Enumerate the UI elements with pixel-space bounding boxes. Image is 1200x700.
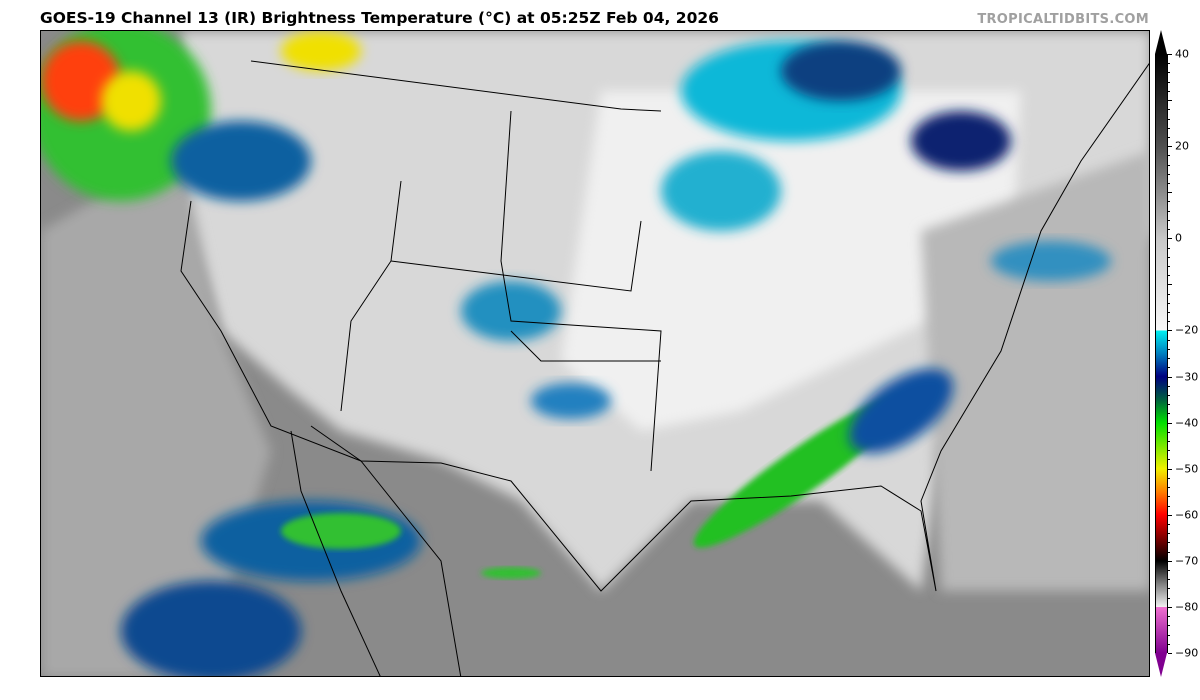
colorbar-tick-label: −90 <box>1175 646 1199 660</box>
colorbar-tick <box>1168 90 1170 92</box>
colorbar-tick <box>1168 219 1170 221</box>
colorbar-tick-label: −70 <box>1175 554 1199 568</box>
colorbar-tick <box>1168 127 1170 129</box>
colorbar-tick <box>1168 441 1170 443</box>
colorbar-tick <box>1168 229 1170 231</box>
colorbar-tick <box>1168 431 1170 433</box>
credit-watermark: TROPICALTIDBITS.COM <box>977 12 1149 27</box>
colorbar <box>1155 54 1168 653</box>
colorbar-tick-label: −40 <box>1175 416 1199 430</box>
colorbar-tick <box>1168 459 1170 461</box>
colorbar-tick-label: −60 <box>1175 508 1199 522</box>
colorbar-tick <box>1168 275 1170 277</box>
colorbar-tick <box>1168 63 1170 65</box>
colorbar-tick <box>1168 616 1170 618</box>
colorbar-tick-label: −20 <box>1175 323 1199 337</box>
colorbar-tick <box>1168 588 1170 590</box>
colorbar-tick <box>1168 109 1170 111</box>
colorbar-tick <box>1168 367 1170 369</box>
colorbar-tick <box>1168 100 1172 102</box>
colorbar-tick <box>1168 146 1172 148</box>
colorbar-tick <box>1168 210 1170 212</box>
colorbar-tick <box>1168 348 1170 350</box>
colorbar-tick <box>1168 404 1170 406</box>
colorbar-tick <box>1168 653 1172 654</box>
colorbar-tick <box>1168 164 1170 166</box>
colorbar-tick <box>1168 54 1172 55</box>
colorbar-max-extend <box>1155 30 1167 54</box>
colorbar-tick-label: −80 <box>1175 600 1199 614</box>
borders-and-coastlines <box>180 60 1149 676</box>
colorbar-tick <box>1168 505 1170 507</box>
colorbar-tick <box>1168 523 1170 525</box>
colorbar-tick <box>1168 247 1170 249</box>
colorbar-tick <box>1168 542 1170 544</box>
colorbar-tick <box>1168 468 1172 470</box>
colorbar-tick <box>1168 339 1170 341</box>
colorbar-tick <box>1168 136 1170 138</box>
colorbar-tick <box>1168 450 1170 452</box>
colorbar-tick <box>1168 330 1172 332</box>
satellite-image <box>41 31 1149 676</box>
colorbar-tick <box>1168 606 1172 608</box>
colorbar-tick <box>1168 477 1170 479</box>
colorbar-tick <box>1168 643 1170 645</box>
colorbar-tick <box>1168 155 1170 157</box>
colorbar-tick <box>1168 625 1170 627</box>
colorbar-tick-label: 40 <box>1175 47 1189 61</box>
colorbar-tick <box>1168 597 1170 599</box>
map-title: GOES-19 Channel 13 (IR) Brightness Tempe… <box>40 9 719 27</box>
colorbar-tick <box>1168 487 1170 489</box>
colorbar-tick <box>1168 533 1170 535</box>
colorbar-tick <box>1168 560 1172 562</box>
colorbar-tick <box>1168 376 1172 378</box>
colorbar-tick <box>1168 72 1170 74</box>
colorbar-tick <box>1168 284 1172 286</box>
colorbar-tick <box>1168 385 1170 387</box>
colorbar-tick <box>1168 293 1170 295</box>
colorbar-tick <box>1168 201 1170 203</box>
colorbar-tick <box>1168 394 1170 396</box>
colorbar-tick <box>1168 496 1170 498</box>
colorbar-tick <box>1168 551 1170 553</box>
colorbar-tick <box>1168 312 1170 314</box>
colorbar-tick <box>1168 634 1170 636</box>
colorbar-tick <box>1168 321 1170 323</box>
colorbar-tick-label: 20 <box>1175 139 1189 153</box>
cold-cloud-tops <box>41 31 1111 676</box>
colorbar-tick <box>1168 183 1170 184</box>
colorbar-tick <box>1168 173 1170 175</box>
colorbar-tick <box>1168 358 1170 360</box>
colorbar-tick-label: −50 <box>1175 462 1199 476</box>
colorbar-tick <box>1168 265 1170 267</box>
colorbar-tick <box>1168 238 1172 240</box>
colorbar-tick <box>1168 256 1170 258</box>
colorbar-tick <box>1168 570 1170 572</box>
colorbar-tick-label: −30 <box>1175 370 1199 384</box>
colorbar-tick <box>1168 413 1170 415</box>
colorbar-tick <box>1168 514 1172 516</box>
colorbar-tick <box>1168 579 1170 581</box>
colorbar-tick <box>1168 118 1170 120</box>
colorbar-tick <box>1168 302 1170 304</box>
colorbar-min-extend <box>1155 653 1167 677</box>
colorbar-tick-label: 0 <box>1175 231 1182 245</box>
satellite-map <box>40 30 1150 677</box>
colorbar-tick <box>1168 192 1172 194</box>
colorbar-tick <box>1168 81 1170 83</box>
colorbar-tick <box>1168 422 1172 424</box>
